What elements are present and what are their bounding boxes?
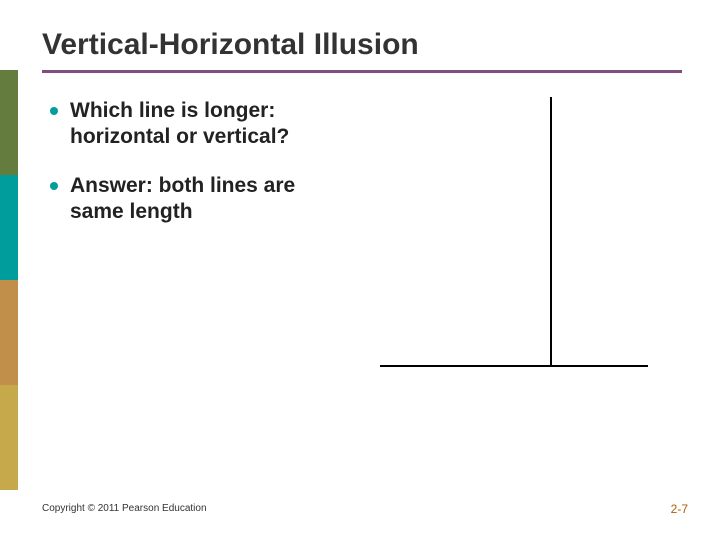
copyright-text: Copyright © 2011 Pearson Education <box>42 503 207 514</box>
illusion-horizontal-line <box>380 365 648 367</box>
slide-title: Vertical-Horizontal Illusion <box>42 28 682 68</box>
sidebar-stripe-2 <box>0 175 18 280</box>
bullet-list: Which line is longer: horizontal or vert… <box>50 98 350 247</box>
sidebar-stripe-3 <box>0 280 18 385</box>
page-number: 2-7 <box>671 502 688 516</box>
bullet-text: Answer: both lines are same length <box>70 173 350 226</box>
bullet-dot-icon <box>50 182 58 190</box>
title-underline <box>42 70 682 73</box>
title-area: Vertical-Horizontal Illusion <box>42 28 682 73</box>
illusion-vertical-line <box>550 97 552 365</box>
bullet-item: Answer: both lines are same length <box>50 173 350 226</box>
slide: Vertical-Horizontal Illusion Which line … <box>0 0 720 540</box>
bullet-dot-icon <box>50 107 58 115</box>
bullet-text: Which line is longer: horizontal or vert… <box>70 98 350 151</box>
bullet-item: Which line is longer: horizontal or vert… <box>50 98 350 151</box>
sidebar-stripe-4 <box>0 385 18 490</box>
illusion-figure <box>380 95 680 395</box>
sidebar-stripe-1 <box>0 70 18 175</box>
